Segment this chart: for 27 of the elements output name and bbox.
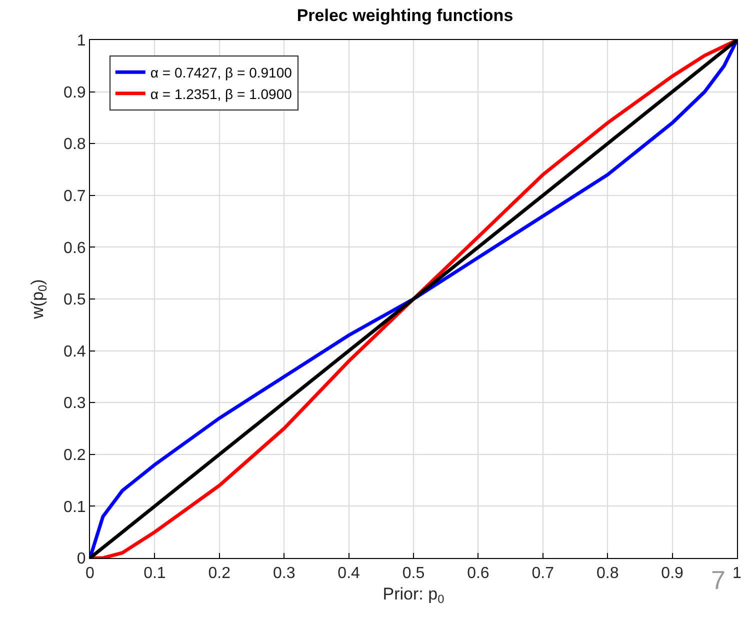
x-tick-label: 0.5 — [402, 565, 425, 582]
y-tick-label: 0.1 — [64, 498, 86, 516]
y-tick-label: 0.2 — [64, 447, 86, 464]
legend-label: α = 0.7427, β = 0.9100 — [150, 64, 292, 81]
x-tick-label: 0.8 — [596, 565, 619, 582]
x-tick-label: 0.4 — [338, 565, 360, 582]
x-tick-label: 0.7 — [532, 565, 554, 582]
x-axis-title: Prior: p$_{0}$ — [382, 584, 445, 606]
x-tick-label: 1 — [732, 565, 742, 582]
y-tick-label: 0.3 — [64, 395, 86, 412]
y-tick-label: 0.8 — [64, 136, 86, 154]
x-tick-label: 0.1 — [144, 565, 166, 582]
x-tick-label: 0.6 — [467, 565, 490, 582]
line-series — [90, 40, 737, 558]
y-tick-label: 0.5 — [64, 292, 86, 309]
y-tick-label: 0.7 — [64, 188, 86, 205]
y-tick-label: 0.4 — [64, 343, 86, 360]
y-tick-label: 1 — [76, 32, 86, 50]
x-tick-label: 0.3 — [272, 565, 296, 582]
x-tick-label: 0.2 — [208, 565, 231, 582]
x-tick-label: 0.9 — [661, 565, 684, 582]
y-tick-label: 0 — [76, 550, 86, 568]
chart-title: Prelec weighting functions — [296, 6, 514, 26]
y-tick-label: 0.6 — [64, 240, 86, 257]
legend-label: α = 1.2351, β = 1.0900 — [150, 86, 292, 102]
y-tick-label: 0.9 — [64, 84, 86, 102]
text: 7 — [711, 565, 726, 595]
